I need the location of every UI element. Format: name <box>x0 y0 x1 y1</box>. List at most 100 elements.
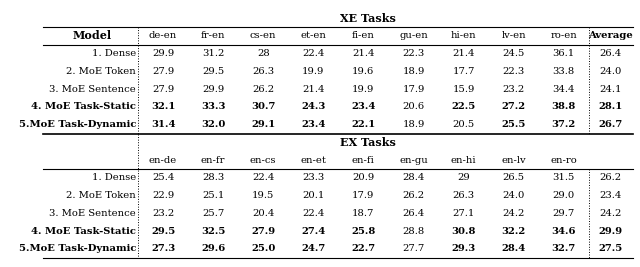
Text: en-et: en-et <box>300 156 326 165</box>
Text: 22.3: 22.3 <box>403 49 424 58</box>
Text: 26.2: 26.2 <box>403 191 424 200</box>
Text: 29.7: 29.7 <box>552 209 575 218</box>
Text: 37.2: 37.2 <box>552 120 576 129</box>
Text: 28.8: 28.8 <box>403 227 424 235</box>
Text: cs-en: cs-en <box>250 32 276 40</box>
Text: 25.8: 25.8 <box>351 227 376 235</box>
Text: 25.0: 25.0 <box>251 244 275 253</box>
Text: 19.5: 19.5 <box>252 191 275 200</box>
Text: 32.5: 32.5 <box>201 227 225 235</box>
Text: 24.5: 24.5 <box>502 49 525 58</box>
Text: 2. MoE Token: 2. MoE Token <box>67 191 136 200</box>
Text: 29: 29 <box>457 173 470 182</box>
Text: 15.9: 15.9 <box>452 85 475 94</box>
Text: 20.1: 20.1 <box>302 191 324 200</box>
Text: 29.9: 29.9 <box>152 49 174 58</box>
Text: 23.4: 23.4 <box>301 120 326 129</box>
Text: 28.3: 28.3 <box>202 173 224 182</box>
Text: 27.9: 27.9 <box>152 67 174 76</box>
Text: hi-en: hi-en <box>451 32 476 40</box>
Text: 24.2: 24.2 <box>600 209 622 218</box>
Text: 27.9: 27.9 <box>152 85 174 94</box>
Text: 17.9: 17.9 <box>402 85 424 94</box>
Text: 27.5: 27.5 <box>598 244 623 253</box>
Text: 23.4: 23.4 <box>600 191 622 200</box>
Text: ro-en: ro-en <box>550 32 577 40</box>
Text: 26.4: 26.4 <box>403 209 424 218</box>
Text: 25.4: 25.4 <box>152 173 174 182</box>
Text: en-fi: en-fi <box>352 156 375 165</box>
Text: 29.1: 29.1 <box>251 120 275 129</box>
Text: 25.1: 25.1 <box>202 191 224 200</box>
Text: 28: 28 <box>257 49 269 58</box>
Text: 38.8: 38.8 <box>552 102 576 111</box>
Text: en-de: en-de <box>149 156 177 165</box>
Text: 4. MoE Task-Static: 4. MoE Task-Static <box>31 102 136 111</box>
Text: 1. Dense: 1. Dense <box>92 173 136 182</box>
Text: 28.4: 28.4 <box>501 244 525 253</box>
Text: 26.2: 26.2 <box>600 173 621 182</box>
Text: 24.0: 24.0 <box>502 191 525 200</box>
Text: XE Tasks: XE Tasks <box>340 13 396 24</box>
Text: en-fr: en-fr <box>201 156 225 165</box>
Text: 31.4: 31.4 <box>151 120 175 129</box>
Text: EX Tasks: EX Tasks <box>340 137 396 148</box>
Text: 30.8: 30.8 <box>451 227 476 235</box>
Text: 24.2: 24.2 <box>502 209 525 218</box>
Text: 31.2: 31.2 <box>202 49 224 58</box>
Text: 31.5: 31.5 <box>552 173 575 182</box>
Text: et-en: et-en <box>300 32 326 40</box>
Text: 22.4: 22.4 <box>302 49 324 58</box>
Text: 4. MoE Task-Static: 4. MoE Task-Static <box>31 227 136 235</box>
Text: 36.1: 36.1 <box>552 49 575 58</box>
Text: en-gu: en-gu <box>399 156 428 165</box>
Text: fi-en: fi-en <box>352 32 375 40</box>
Text: 26.4: 26.4 <box>600 49 621 58</box>
Text: 21.4: 21.4 <box>302 85 324 94</box>
Text: 29.9: 29.9 <box>598 227 623 235</box>
Text: 27.9: 27.9 <box>251 227 275 235</box>
Text: 29.3: 29.3 <box>451 244 476 253</box>
Text: en-hi: en-hi <box>451 156 476 165</box>
Text: 18.7: 18.7 <box>352 209 374 218</box>
Text: 26.7: 26.7 <box>598 120 623 129</box>
Text: 17.7: 17.7 <box>452 67 475 76</box>
Text: gu-en: gu-en <box>399 32 428 40</box>
Text: 22.9: 22.9 <box>152 191 174 200</box>
Text: Model: Model <box>73 30 112 41</box>
Text: 34.4: 34.4 <box>552 85 575 94</box>
Text: 33.8: 33.8 <box>552 67 575 76</box>
Text: 21.4: 21.4 <box>352 49 374 58</box>
Text: 32.7: 32.7 <box>552 244 576 253</box>
Text: 22.5: 22.5 <box>451 102 476 111</box>
Text: en-cs: en-cs <box>250 156 276 165</box>
Text: fr-en: fr-en <box>201 32 225 40</box>
Text: 22.7: 22.7 <box>351 244 376 253</box>
Text: 24.1: 24.1 <box>600 85 622 94</box>
Text: 26.2: 26.2 <box>252 85 275 94</box>
Text: 24.3: 24.3 <box>301 102 326 111</box>
Text: 19.6: 19.6 <box>352 67 374 76</box>
Text: 29.9: 29.9 <box>202 85 224 94</box>
Text: lv-en: lv-en <box>501 32 526 40</box>
Text: 1. Dense: 1. Dense <box>92 49 136 58</box>
Text: 18.9: 18.9 <box>402 120 424 129</box>
Text: 24.0: 24.0 <box>600 67 622 76</box>
Text: 23.2: 23.2 <box>152 209 174 218</box>
Text: 2. MoE Token: 2. MoE Token <box>67 67 136 76</box>
Text: 32.1: 32.1 <box>151 102 175 111</box>
Text: 30.7: 30.7 <box>251 102 275 111</box>
Text: 34.6: 34.6 <box>552 227 576 235</box>
Text: 19.9: 19.9 <box>302 67 324 76</box>
Text: 3. MoE Sentence: 3. MoE Sentence <box>49 85 136 94</box>
Text: 23.3: 23.3 <box>302 173 324 182</box>
Text: 27.1: 27.1 <box>452 209 475 218</box>
Text: 29.5: 29.5 <box>202 67 224 76</box>
Text: 28.4: 28.4 <box>402 173 424 182</box>
Text: 20.4: 20.4 <box>252 209 275 218</box>
Text: 32.0: 32.0 <box>201 120 225 129</box>
Text: 27.7: 27.7 <box>403 244 424 253</box>
Text: 27.4: 27.4 <box>301 227 325 235</box>
Text: en-ro: en-ro <box>550 156 577 165</box>
Text: 20.9: 20.9 <box>352 173 374 182</box>
